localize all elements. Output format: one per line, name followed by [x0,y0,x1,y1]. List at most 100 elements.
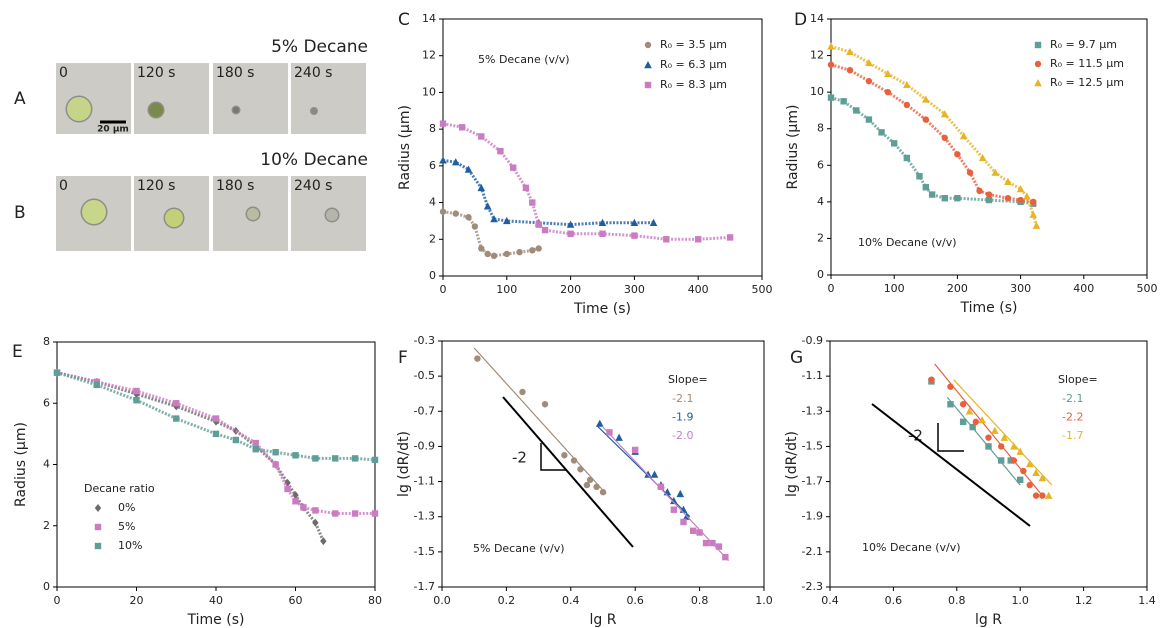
point [292,491,299,500]
y-tick-label: -2.3 [802,580,823,593]
droplet [247,208,259,220]
point [497,147,504,155]
series-trace [56,371,375,515]
point [599,230,606,237]
x-tick-label: 80 [368,594,382,607]
point [865,58,873,67]
x-axis-label: Time (s) [573,301,631,317]
plot-frame [442,18,763,277]
x-tick-label: 20 [130,594,144,607]
point [599,488,607,496]
point [615,433,623,441]
panel-label: G [790,348,803,368]
point [1004,177,1012,185]
point [884,69,892,78]
annotation: 5% Decane (v/v) [473,542,565,555]
point [1029,210,1038,218]
slope-triangle [540,443,567,471]
y-tick-label: 0 [817,268,824,281]
point [566,220,575,228]
legend-label: -2.0 [672,429,693,442]
point [371,510,379,517]
x-tick-label: 40 [209,594,223,607]
y-tick-label: -1.3 [414,510,435,523]
point [954,195,961,202]
legend-label: R₀ = 8.3 μm [660,78,727,91]
point [1016,447,1024,455]
point [1032,468,1040,476]
micrograph-tile [213,63,288,134]
y-tick-label: 6 [429,159,436,172]
point [439,120,447,127]
legend-label: -2.1 [672,392,693,405]
point [351,510,359,517]
y-tick-label: 0 [43,580,50,593]
point [916,173,923,180]
y-tick-label: 12 [422,49,436,62]
slope-triangle [937,423,964,452]
plot-frame [56,341,376,588]
droplet [67,97,91,121]
point [903,80,911,89]
droplet [165,209,183,227]
frame-label: 240 s [294,65,332,81]
legend-label: R₀ = 6.3 μm [660,58,727,71]
fit-line [602,426,730,562]
x-tick-label: 400 [688,283,709,296]
point [371,456,379,464]
fit-line [473,347,607,495]
legend-marker [644,41,652,49]
droplet [149,103,163,117]
x-tick-label: 300 [624,283,645,296]
annotation: 10% Decane (v/v) [862,541,961,554]
row-title: 10% Decane [260,150,368,170]
point [940,110,949,118]
x-tick-label: 0.4 [821,594,839,607]
point [312,518,319,527]
y-tick-label: 2 [43,519,50,532]
point [954,151,961,158]
droplet [311,108,317,114]
point [676,489,685,498]
point [903,101,911,109]
legend-label: -2.1 [1062,392,1083,405]
point [300,504,307,511]
point [922,184,929,191]
legend-marker [1034,41,1042,49]
legend-label: 10% [118,539,142,552]
point [570,457,578,464]
point [959,418,967,426]
point [670,496,678,505]
point [630,218,639,226]
y-tick-label: 14 [422,12,436,25]
legend-label: R₀ = 12.5 μm [1050,76,1124,89]
point [941,134,948,142]
point [535,245,542,252]
point [133,387,140,395]
x-tick-label: 0.2 [498,594,516,607]
point [483,202,492,210]
x-tick-label: 1.0 [755,594,773,607]
point [644,470,652,478]
point [503,216,511,225]
x-tick-label: 100 [496,283,517,296]
y-tick-label: -1.3 [802,404,823,417]
y-tick-label: -1.7 [802,475,823,488]
point [1030,198,1037,206]
frame-label: 120 s [137,178,175,194]
point [312,455,319,462]
reference-line [871,403,1031,527]
frame-label: 0 [59,65,68,81]
point [702,539,710,547]
point [941,195,948,202]
y-tick-label: 8 [429,122,436,135]
y-tick-label: 10 [422,85,436,98]
series-trace [442,158,654,227]
point [722,553,729,561]
point [484,250,491,258]
point [997,457,1005,464]
point [878,129,885,136]
point [490,215,498,223]
point [709,539,716,547]
point [649,218,658,226]
